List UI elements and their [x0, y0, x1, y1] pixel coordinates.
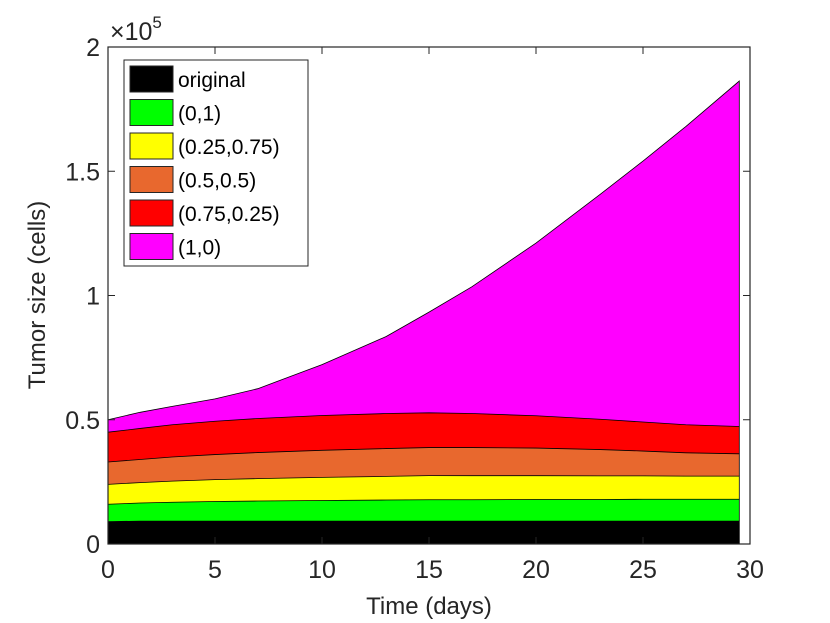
- x-tick-labels: 0 5 10 15 20 25 30: [101, 556, 764, 584]
- y-axis-exponent-power: 5: [152, 13, 161, 32]
- x-tick-label: 5: [208, 556, 222, 584]
- y-axis-exponent-base: ×10: [110, 18, 152, 46]
- x-tick-label: 30: [736, 556, 764, 584]
- y-tick-labels: 0 0.5 1 1.5 2: [65, 34, 100, 559]
- legend-label: (1,0): [178, 237, 221, 260]
- area-boundary-2: [107, 475, 740, 500]
- x-tick-label: 20: [522, 556, 550, 584]
- y-tick-label: 2: [86, 34, 100, 62]
- x-tick-label: 15: [415, 556, 443, 584]
- axis-ticks: [107, 46, 751, 545]
- legend-swatch-1: [129, 99, 174, 126]
- area-series-0: [108, 521, 740, 544]
- area-boundary-0: [107, 520, 740, 544]
- y-tick-label: 0: [86, 531, 100, 559]
- area-boundary-5: [107, 80, 740, 427]
- area-series-4: [108, 412, 740, 462]
- legend-swatch-0: [129, 65, 174, 93]
- y-axis-label: Tumor size (cells): [24, 201, 51, 389]
- legend-swatch-4: [129, 199, 174, 227]
- x-tick-label: 25: [629, 556, 657, 584]
- legend-label: (0.5,0.5): [178, 170, 256, 193]
- legend-entries: original (0,1) (0.25,0.75) (0.5,0.5) (0.75,0…: [129, 65, 280, 260]
- area-boundary-lines: [107, 80, 740, 544]
- y-tick-label: 0.5: [65, 407, 100, 435]
- legend-swatch-3: [129, 166, 174, 193]
- area-series-3: [108, 447, 740, 485]
- area-boundary-3: [107, 447, 740, 477]
- area-series-2: [108, 475, 740, 505]
- stacked-areas: [108, 81, 740, 544]
- legend-label: original: [178, 69, 246, 92]
- x-axis-label: Time (days): [366, 593, 492, 620]
- legend-box: [123, 59, 309, 267]
- y-tick-label: 1.5: [65, 158, 100, 186]
- area-boundary-1: [107, 498, 740, 522]
- legend-swatch-2: [129, 132, 174, 160]
- y-axis-exponent: ×105: [110, 13, 162, 46]
- legend-swatch-5: [129, 233, 174, 260]
- legend-label: (0,1): [178, 103, 221, 126]
- legend: original (0,1) (0.25,0.75) (0.5,0.5) (0.75,0…: [123, 59, 309, 267]
- area-boundary-4: [107, 412, 740, 454]
- x-tick-label: 10: [308, 556, 336, 584]
- legend-label: (0.25,0.75): [178, 136, 280, 159]
- y-tick-label: 1: [86, 283, 100, 311]
- x-tick-label: 0: [101, 556, 115, 584]
- area-series-1: [108, 499, 740, 522]
- legend-label: (0.75,0.25): [178, 203, 280, 226]
- area-series-5: [108, 81, 740, 433]
